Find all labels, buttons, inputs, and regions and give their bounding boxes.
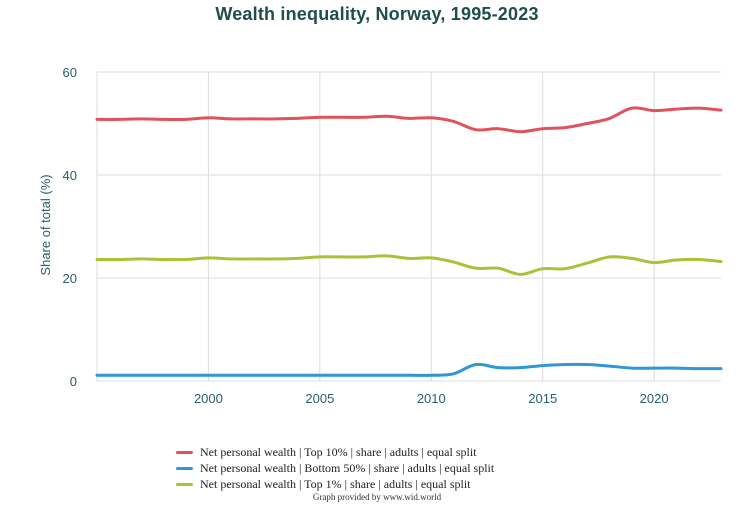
legend-swatch-top10 <box>176 450 193 454</box>
y-axis-label: Share of total (%) <box>38 174 53 275</box>
legend-item-top10[interactable]: Net personal wealth | Top 10% | share | … <box>176 444 494 460</box>
series-lines <box>95 106 723 377</box>
y-tick-label: 40 <box>63 168 77 183</box>
legend: Net personal wealth | Top 10% | share | … <box>176 444 494 492</box>
legend-label-top1: Net personal wealth | Top 1% | share | a… <box>200 476 471 491</box>
credit-note: Graph provided by www.wid.world <box>312 492 442 502</box>
legend-swatch-bottom50 <box>176 466 193 470</box>
legend-swatch-top1 <box>176 482 193 486</box>
chart-title: Wealth inequality, Norway, 1995-2023 <box>215 4 539 24</box>
legend-label-top10: Net personal wealth | Top 10% | share | … <box>200 444 477 459</box>
series-line-top1[interactable] <box>95 254 723 276</box>
line-chart: 0 20 40 60 2000 2005 2010 2015 2020 Share of tot… <box>38 65 723 406</box>
x-tick-label: 2020 <box>640 391 669 406</box>
legend-item-bottom50[interactable]: Net personal wealth | Bottom 50% | share… <box>176 460 494 476</box>
legend-item-top1[interactable]: Net personal wealth | Top 1% | share | a… <box>176 476 494 492</box>
legend-label-bottom50: Net personal wealth | Bottom 50% | share… <box>200 460 495 475</box>
y-tick-label: 20 <box>63 271 77 286</box>
x-tick-label: 2010 <box>417 391 446 406</box>
series-line-bottom50[interactable] <box>95 362 723 377</box>
y-tick-label: 60 <box>63 65 77 80</box>
x-tick-label: 2005 <box>305 391 334 406</box>
axes: 0 20 40 60 2000 2005 2010 2015 2020 <box>63 65 669 406</box>
x-tick-label: 2015 <box>528 391 557 406</box>
y-tick-label: 0 <box>70 374 77 389</box>
grid-lines <box>96 71 721 382</box>
x-tick-label: 2000 <box>194 391 223 406</box>
series-line-top10[interactable] <box>95 106 723 134</box>
